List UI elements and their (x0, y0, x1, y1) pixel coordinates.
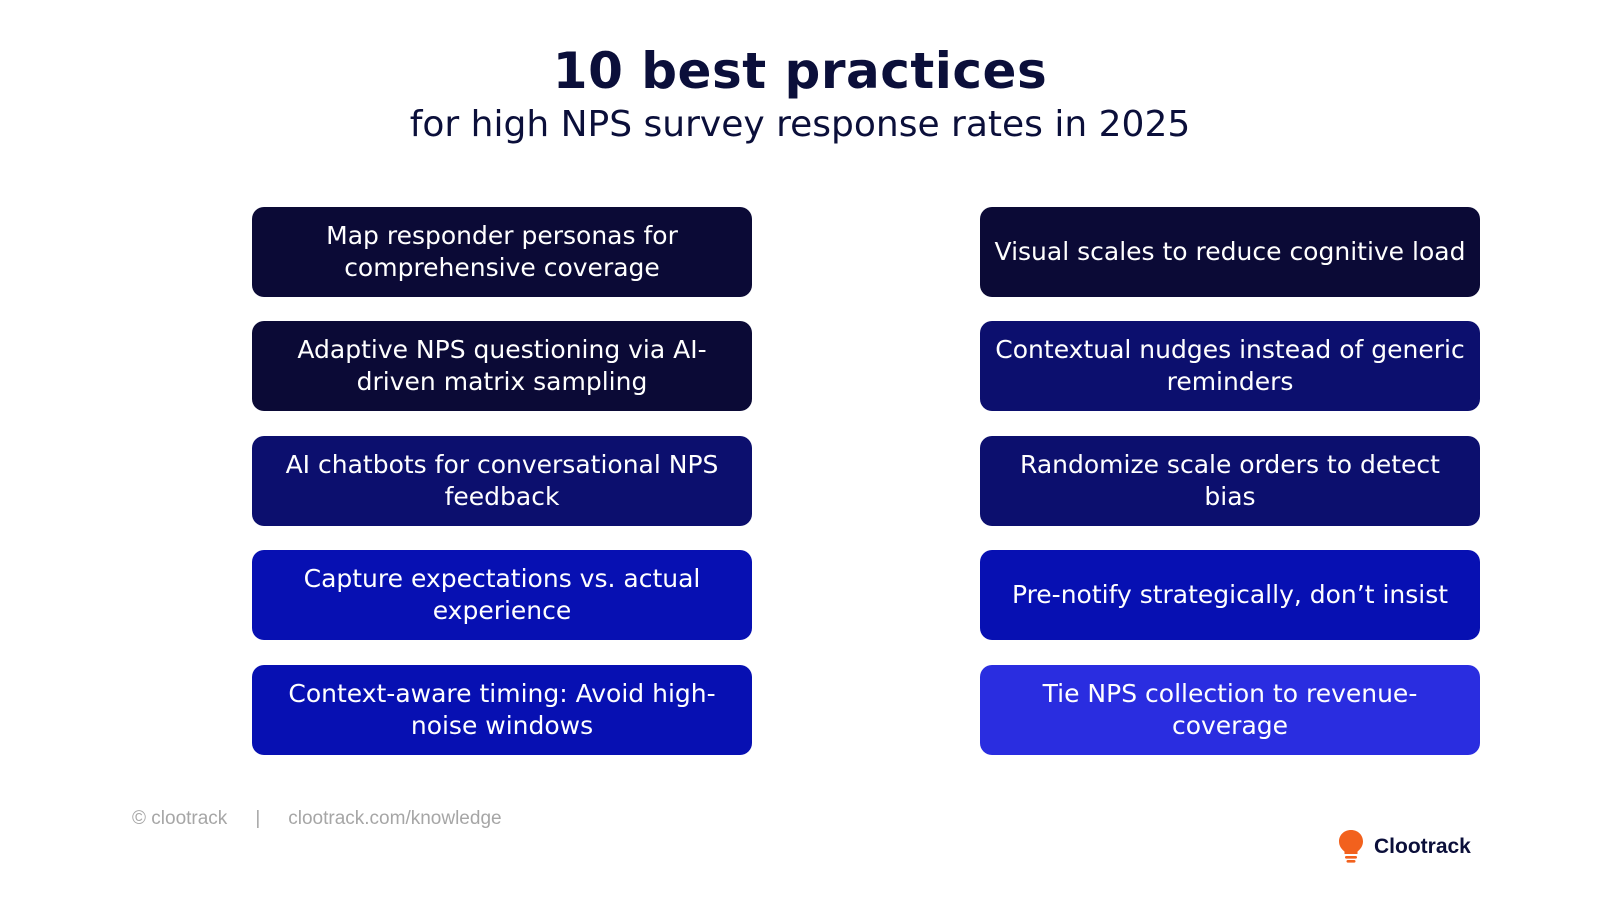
practice-card-10: Tie NPS collection to revenue-coverage (980, 665, 1480, 755)
practice-card-5-label: Context-aware timing: Avoid high-noise w… (288, 679, 716, 740)
practice-card-1-label: Map responder personas for comprehensive… (326, 221, 678, 282)
page-subtitle: for high NPS survey response rates in 20… (409, 104, 1191, 145)
practice-card-8-label: Randomize scale orders to detect bias (1020, 450, 1440, 511)
footer-copyright: © clootrack (132, 808, 228, 829)
practice-card-9-label: Pre-notify strategically, don’t insist (1011, 580, 1449, 609)
brand-logo: Clootrack (1338, 829, 1471, 865)
lightbulb-logo-icon (1339, 830, 1363, 863)
practice-card-7-label: Contextual nudges instead of generic rem… (995, 335, 1465, 396)
practice-card-6: Visual scales to reduce cognitive load (980, 207, 1480, 297)
practice-card-4-label: Capture expectations vs. actual experien… (303, 564, 701, 625)
practice-card-2: Adaptive NPS questioning via AI-driven m… (252, 321, 752, 411)
practice-card-8: Randomize scale orders to detect bias (980, 436, 1480, 526)
page-title: 10 best practices (552, 42, 1048, 100)
practice-card-3-label: AI chatbots for conversational NPS feedb… (285, 450, 719, 511)
footer-separator: | (255, 808, 261, 829)
footer-url: clootrack.com/knowledge (288, 808, 502, 829)
practice-card-6-label: Visual scales to reduce cognitive load (994, 237, 1466, 266)
footer: © clootrack | clootrack.com/knowledge (132, 808, 502, 830)
practice-card-10-label: Tie NPS collection to revenue-coverage (1042, 679, 1418, 740)
practice-card-1: Map responder personas for comprehensive… (252, 207, 752, 297)
practice-card-2-label: Adaptive NPS questioning via AI-driven m… (297, 335, 707, 396)
practice-card-7: Contextual nudges instead of generic rem… (980, 321, 1480, 411)
brand-name: Clootrack (1374, 835, 1471, 858)
practice-card-5: Context-aware timing: Avoid high-noise w… (252, 665, 752, 755)
practice-card-4: Capture expectations vs. actual experien… (252, 550, 752, 640)
practice-card-9: Pre-notify strategically, don’t insist (980, 550, 1480, 640)
practice-card-3: AI chatbots for conversational NPS feedb… (252, 436, 752, 526)
